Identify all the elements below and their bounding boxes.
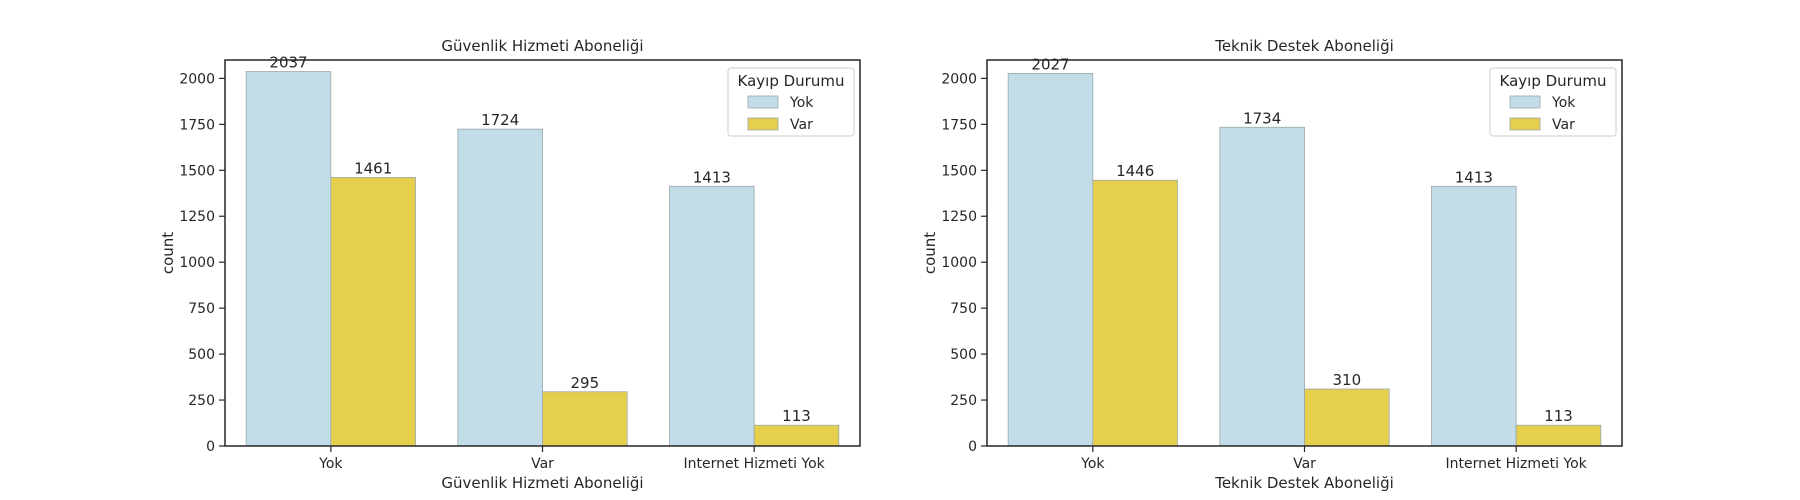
bar-yok-1 — [245, 71, 332, 447]
legend-label-yok: Yok — [789, 95, 814, 111]
bar-var-1 — [330, 177, 416, 447]
chart-title: Güvenlik Hizmeti Aboneliği — [441, 37, 643, 55]
y-tick-label: 1250 — [179, 209, 215, 225]
x-tick-label: Internet Hizmeti Yok — [684, 456, 826, 472]
data-label: 310 — [1333, 371, 1362, 389]
legend-label-var: Var — [790, 117, 813, 133]
legend-swatch-yok — [747, 95, 779, 109]
x-tick-label: Var — [531, 456, 554, 472]
y-tick-label: 1250 — [941, 209, 977, 225]
x-tick-label: Var — [1293, 456, 1316, 472]
legend-swatch-yok — [1509, 95, 1541, 109]
y-tick-label: 0 — [206, 439, 215, 455]
bar-yok-3 — [1431, 185, 1517, 447]
legend: Kayıp Durumu Yok Var — [1489, 67, 1617, 137]
y-tick-label: 500 — [950, 347, 977, 363]
y-tick-label: 1500 — [941, 163, 977, 179]
bar-var-1 — [1092, 179, 1178, 447]
bar-var-2 — [1304, 388, 1390, 447]
data-label: 1446 — [1116, 162, 1154, 180]
y-tick-label: 250 — [188, 393, 215, 409]
x-axis-label: Güvenlik Hizmeti Aboneliği — [441, 474, 643, 492]
data-label: 1413 — [693, 168, 731, 186]
data-label: 1413 — [1455, 168, 1493, 186]
y-tick-label: 2000 — [179, 71, 215, 87]
legend-label-yok: Yok — [1551, 95, 1576, 111]
y-tick-label: 1000 — [179, 255, 215, 271]
y-tick-label: 0 — [968, 439, 977, 455]
y-tick-label: 1750 — [941, 117, 977, 133]
data-label: 1724 — [481, 111, 519, 129]
legend-swatch-var — [747, 117, 779, 131]
data-label: 113 — [782, 407, 811, 425]
y-tick-label: 750 — [950, 301, 977, 317]
legend-title: Kayıp Durumu — [738, 72, 845, 90]
bar-yok-3 — [669, 185, 755, 447]
bar-yok-1 — [1007, 73, 1094, 447]
y-tick-label: 750 — [188, 301, 215, 317]
x-tick-label: Yok — [318, 456, 343, 472]
y-axis-label: count — [159, 232, 177, 274]
legend-label-var: Var — [1552, 117, 1575, 133]
bar-var-2 — [542, 391, 628, 447]
legend: Kayıp Durumu Yok Var — [727, 67, 855, 137]
bar-var-3 — [753, 424, 840, 447]
data-label: 2037 — [269, 54, 307, 72]
y-tick-label: 1000 — [941, 255, 977, 271]
x-axis-label: Teknik Destek Aboneliği — [1214, 474, 1394, 492]
x-tick-label: Yok — [1080, 456, 1105, 472]
y-tick-label: 1500 — [179, 163, 215, 179]
data-label: 1461 — [354, 159, 392, 177]
y-tick-label: 250 — [950, 393, 977, 409]
y-tick-label: 1750 — [179, 117, 215, 133]
chart-panel-2: 2027 1734 1413 1446 310 113 0 250 500 750 1000 1250… — [921, 37, 1623, 492]
data-label: 295 — [571, 374, 600, 392]
data-label: 113 — [1544, 407, 1573, 425]
chart-panel-1: 2037 1724 1413 1461 295 113 0 250 500 750 1000 1250… — [159, 37, 861, 492]
y-axis-label: count — [921, 232, 939, 274]
bar-var-3 — [1515, 424, 1602, 447]
bar-yok-2 — [457, 128, 543, 447]
bar-yok-2 — [1219, 126, 1305, 447]
chart-title: Teknik Destek Aboneliği — [1214, 37, 1394, 55]
legend-swatch-var — [1509, 117, 1541, 131]
x-tick-label: Internet Hizmeti Yok — [1446, 456, 1588, 472]
y-tick-label: 500 — [188, 347, 215, 363]
legend-title: Kayıp Durumu — [1500, 72, 1607, 90]
y-tick-label: 2000 — [941, 71, 977, 87]
data-label: 2027 — [1031, 55, 1069, 73]
data-label: 1734 — [1243, 109, 1281, 127]
